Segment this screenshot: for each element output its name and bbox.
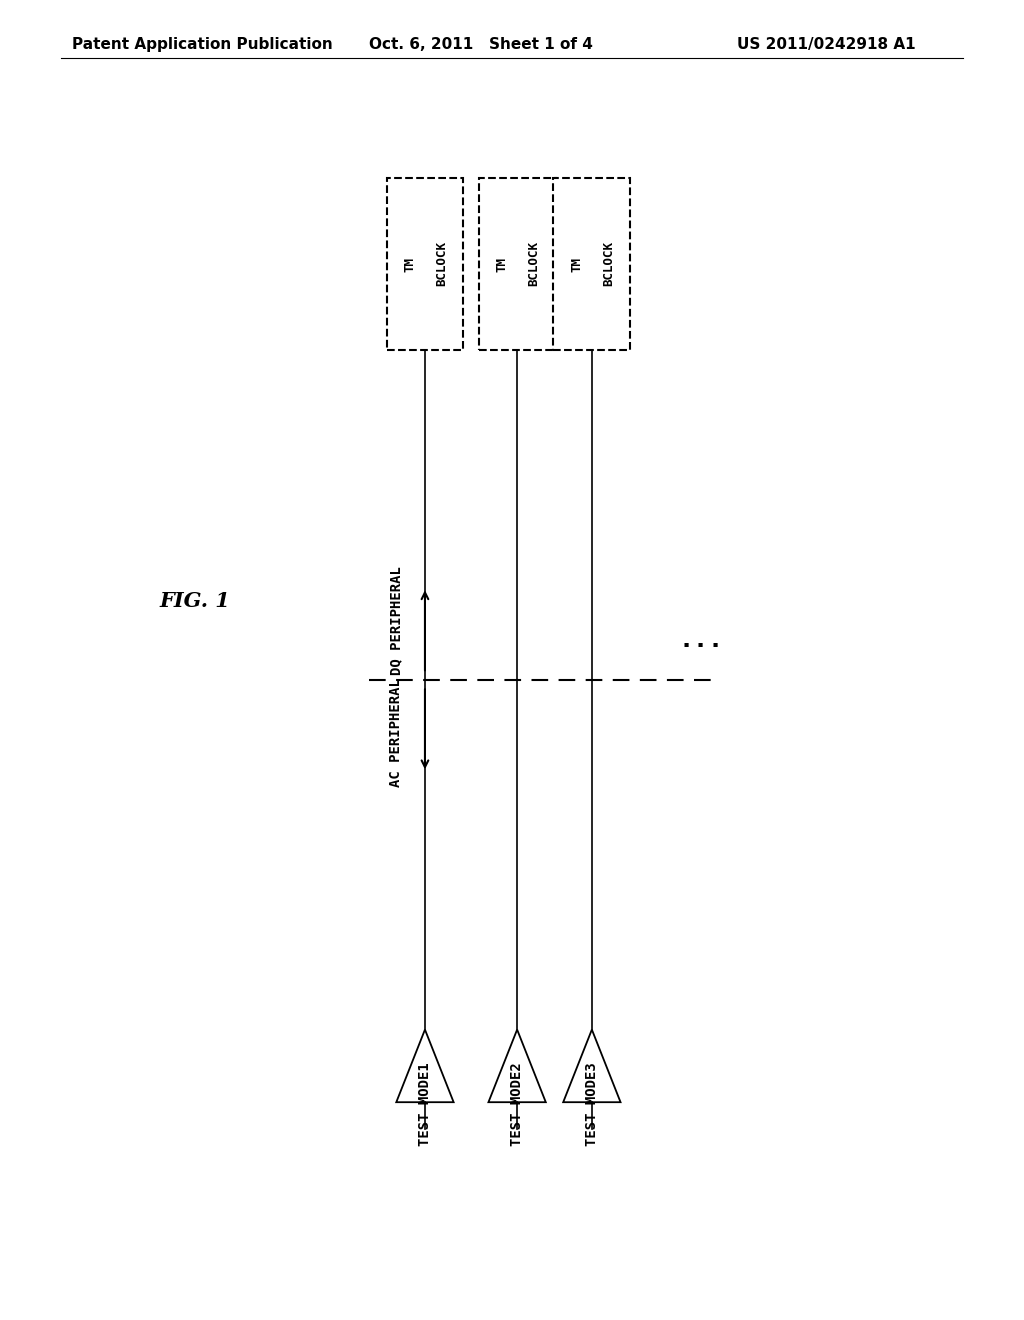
Text: AC PERIPHERAL: AC PERIPHERAL	[389, 678, 403, 787]
Bar	[479, 178, 555, 350]
Text: Oct. 6, 2011   Sheet 1 of 4: Oct. 6, 2011 Sheet 1 of 4	[369, 37, 593, 53]
Text: DQ PERIPHERAL: DQ PERIPHERAL	[389, 566, 403, 675]
Text: BCLOCK: BCLOCK	[602, 242, 615, 286]
Bar	[553, 178, 630, 350]
Text: FIG. 1: FIG. 1	[159, 590, 230, 611]
Text: TEST MODE1: TEST MODE1	[418, 1063, 432, 1146]
Text: Patent Application Publication: Patent Application Publication	[72, 37, 333, 53]
Text: TEST MODE2: TEST MODE2	[510, 1063, 524, 1146]
Text: TEST MODE3: TEST MODE3	[585, 1063, 599, 1146]
Text: US 2011/0242918 A1: US 2011/0242918 A1	[737, 37, 915, 53]
Text: TM: TM	[570, 256, 583, 272]
Text: TM: TM	[496, 256, 508, 272]
Text: TM: TM	[403, 256, 416, 272]
Text: BCLOCK: BCLOCK	[527, 242, 541, 286]
Text: ...: ...	[679, 628, 724, 652]
Text: BCLOCK: BCLOCK	[435, 242, 449, 286]
Bar	[387, 178, 463, 350]
